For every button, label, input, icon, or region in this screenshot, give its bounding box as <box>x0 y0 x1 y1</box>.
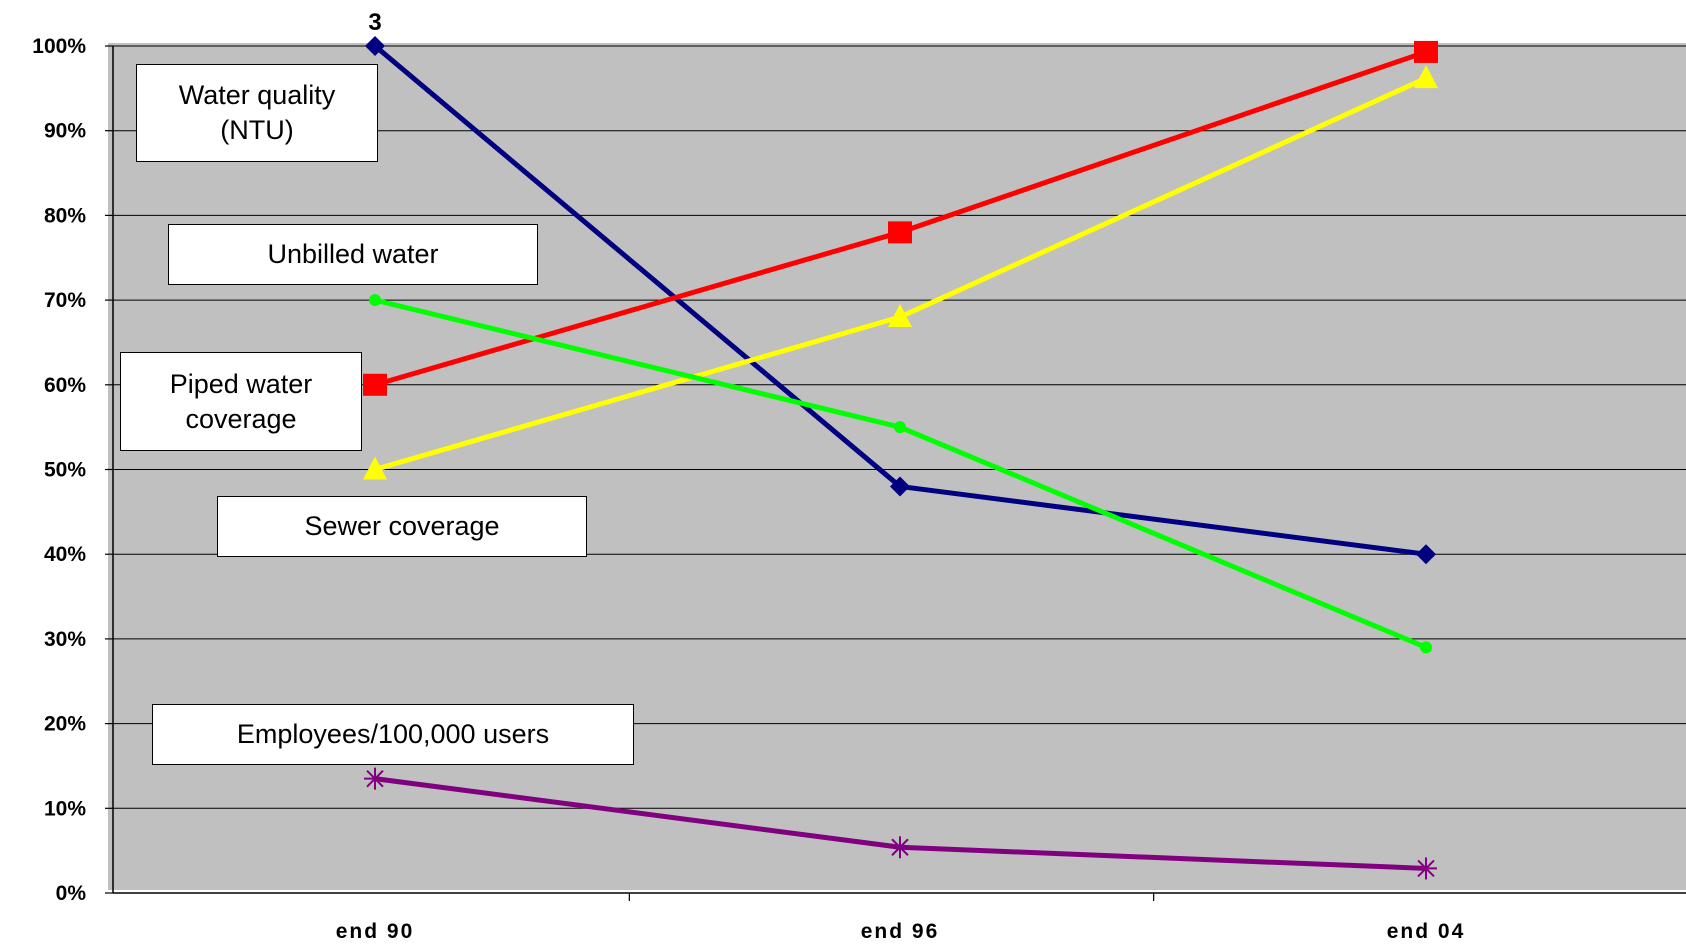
y-tick-label: 0% <box>56 882 87 905</box>
star-stroke <box>1417 859 1435 878</box>
data-point-square <box>363 373 387 396</box>
legend-label-piped-water-coverage: Piped water coverage <box>120 352 362 451</box>
data-point-triangle <box>1414 65 1438 89</box>
legend-label-water-quality: Water quality (NTU) <box>136 64 378 162</box>
data-point-diamond <box>890 476 910 497</box>
axes <box>105 45 1686 901</box>
y-tick-label: 20% <box>44 713 86 736</box>
x-tick-label: end 04 <box>1387 920 1466 943</box>
legend-label-unbilled-water: Unbilled water <box>168 224 538 285</box>
data-labels: 3 <box>368 9 381 36</box>
data-point-triangle <box>363 456 387 480</box>
y-tick-labels: 0% 10% 20% 30% 40% 50% 60% 70% 80% 90% 100% <box>32 35 86 905</box>
data-point-star <box>364 767 386 790</box>
data-point-square <box>888 221 912 244</box>
star-stroke <box>891 838 909 856</box>
data-point-square <box>1414 40 1438 63</box>
x-tick-labels: end 90 end 96 end 04 <box>336 920 1466 943</box>
data-point-circle <box>369 294 381 307</box>
y-tick-label: 70% <box>44 289 86 312</box>
data-point-circle <box>1420 641 1432 654</box>
y-tick-label: 60% <box>44 374 86 397</box>
y-tick-label: 80% <box>44 204 86 227</box>
legend-label-employees: Employees/100,000 users <box>152 704 634 765</box>
y-tick-label: 100% <box>32 35 86 58</box>
star-stroke <box>366 769 384 788</box>
data-point-star <box>889 836 911 859</box>
x-tick-label: end 96 <box>861 920 940 943</box>
y-tick-label: 10% <box>44 797 86 820</box>
series-markers <box>363 36 1438 880</box>
y-tick-label: 40% <box>44 543 86 566</box>
data-point-star <box>1415 857 1437 880</box>
data-point-diamond <box>1416 544 1436 565</box>
y-tick-label: 50% <box>44 459 86 482</box>
y-tick-label: 90% <box>44 120 86 143</box>
x-tick-label: end 90 <box>336 920 415 943</box>
legend-label-sewer-coverage: Sewer coverage <box>217 496 587 557</box>
data-label: 3 <box>368 9 381 36</box>
data-point-diamond <box>365 36 385 56</box>
data-point-circle <box>894 421 906 434</box>
data-point-triangle <box>888 304 912 328</box>
y-tick-label: 30% <box>44 628 86 651</box>
